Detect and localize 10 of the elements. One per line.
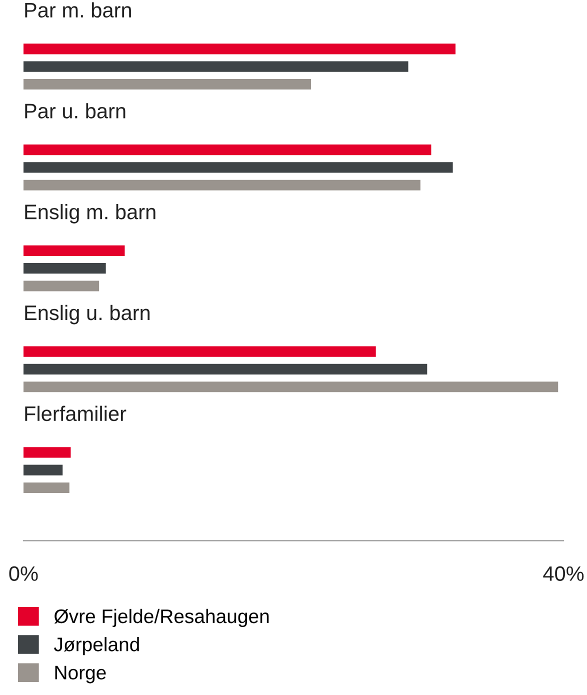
legend-label: Øvre Fjelde/Resahaugen xyxy=(54,608,269,628)
y-tick-label: Enslig u. barn xyxy=(25,304,150,324)
y-tick-label: Par m. barn xyxy=(25,2,131,18)
legend-label: Norge xyxy=(55,666,106,684)
legend-label: Jørpeland xyxy=(54,637,139,656)
y-tick-label: Enslig m. barn xyxy=(25,204,156,224)
x-tick-label: 0% xyxy=(9,566,38,582)
y-tick-label: Par u. barn xyxy=(25,103,126,118)
x-tick-label: 40% xyxy=(543,566,584,582)
y-tick-label: Flerfamilier xyxy=(25,406,126,422)
